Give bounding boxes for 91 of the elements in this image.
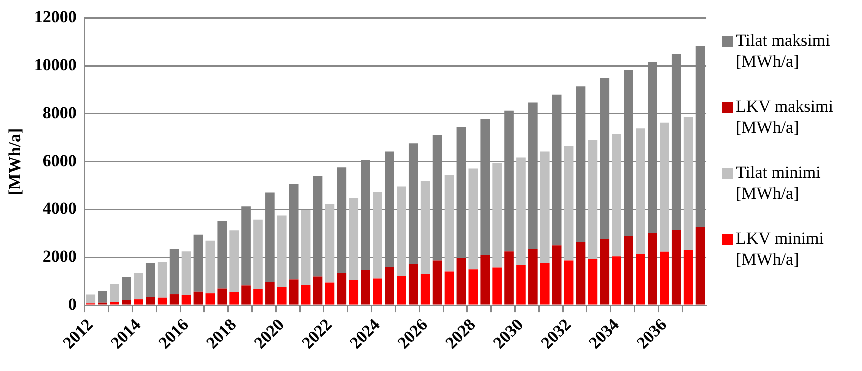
bar <box>480 255 490 305</box>
bar <box>349 280 359 305</box>
bar <box>361 270 370 305</box>
bar <box>492 163 502 268</box>
bar <box>277 287 287 305</box>
bar <box>182 295 192 305</box>
bar <box>684 250 694 305</box>
bar <box>444 272 454 305</box>
bar <box>588 259 598 305</box>
bar <box>170 294 180 305</box>
bar <box>230 230 239 292</box>
bar <box>397 186 406 276</box>
bar <box>612 134 622 257</box>
bar <box>289 280 299 305</box>
bar <box>492 268 502 305</box>
bar <box>385 266 394 305</box>
bar <box>432 260 442 305</box>
bar <box>337 273 347 305</box>
bar <box>98 291 108 303</box>
bar <box>648 233 658 305</box>
bar <box>624 236 634 305</box>
legend-label: Tilat minimi [MWh/a] <box>736 162 822 204</box>
y-axis-title: [MWh/a] <box>6 128 25 196</box>
bar <box>110 284 120 302</box>
bar <box>349 198 359 280</box>
bar <box>146 263 156 298</box>
bar <box>373 192 382 279</box>
bar <box>134 300 144 305</box>
y-tick-label: 4000 <box>42 199 77 218</box>
bar <box>325 204 335 283</box>
bar <box>660 252 670 305</box>
y-tick-label: 12000 <box>34 8 77 27</box>
bar <box>552 246 562 305</box>
legend-label: LKV minimi [MWh/a] <box>736 228 825 270</box>
bar <box>313 276 323 305</box>
bar <box>504 252 514 305</box>
bar <box>230 292 239 305</box>
bar <box>468 270 478 305</box>
bar <box>588 140 598 260</box>
y-tick-label: 6000 <box>42 151 77 170</box>
bar <box>576 242 586 305</box>
bar <box>301 285 311 305</box>
legend-label: LKV maksimi [MWh/a] <box>736 96 834 138</box>
bar <box>636 254 646 305</box>
bar <box>684 117 694 250</box>
bar <box>456 258 466 305</box>
bar <box>516 265 526 305</box>
bar <box>254 220 263 290</box>
bar <box>134 273 144 300</box>
y-tick-label: 0 <box>68 294 77 314</box>
bar <box>540 152 550 264</box>
bar <box>397 276 406 305</box>
y-tick-label: 2000 <box>42 247 77 266</box>
bar <box>194 292 204 305</box>
bar <box>110 302 120 305</box>
bar <box>672 230 682 305</box>
bar <box>266 282 275 305</box>
bar <box>277 216 287 288</box>
bar <box>325 282 335 305</box>
bar <box>86 294 96 304</box>
bar <box>206 240 216 294</box>
bar <box>254 289 263 305</box>
bar <box>420 274 430 305</box>
bar <box>122 277 132 300</box>
bar <box>301 210 311 286</box>
bar <box>408 264 418 305</box>
bar <box>158 298 168 305</box>
bar <box>564 260 574 305</box>
bar <box>146 297 156 305</box>
bar <box>612 256 622 305</box>
bar <box>373 278 382 305</box>
y-tick-label: 10000 <box>34 55 77 74</box>
bar <box>528 249 538 305</box>
bar <box>206 294 216 305</box>
bar <box>122 300 132 305</box>
bar <box>242 286 251 305</box>
bar <box>420 181 430 274</box>
bar <box>696 227 706 305</box>
y-tick-label: 8000 <box>42 103 77 122</box>
bar <box>564 146 574 261</box>
bar <box>182 252 192 296</box>
bar <box>660 122 670 252</box>
bar <box>636 128 646 255</box>
bar <box>218 288 228 305</box>
bar <box>468 168 478 270</box>
legend-label: Tilat maksimi [MWh/a] <box>736 30 832 72</box>
bar <box>600 239 610 305</box>
bar <box>158 262 168 298</box>
bar <box>540 263 550 305</box>
bar <box>516 158 526 266</box>
bar <box>444 175 454 272</box>
